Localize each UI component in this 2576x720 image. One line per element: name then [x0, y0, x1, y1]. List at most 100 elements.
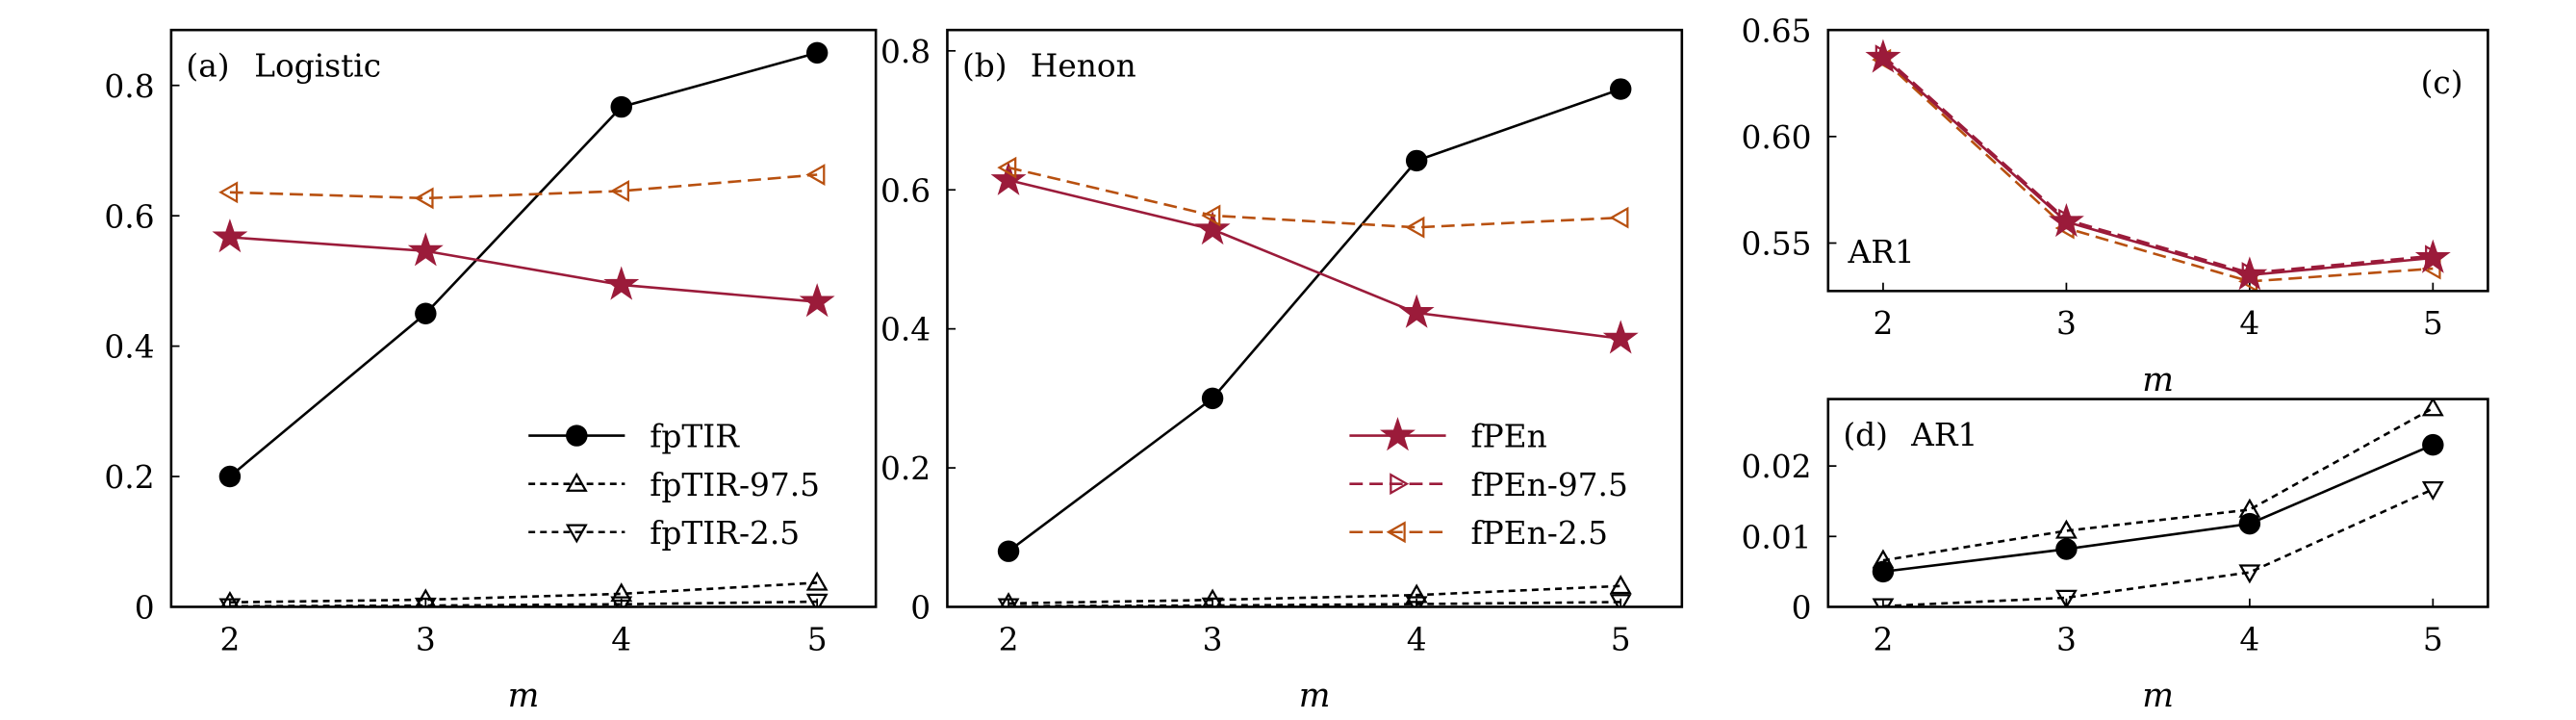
y-tick-label: 0 — [135, 590, 155, 627]
legend-item: fPEn — [1349, 417, 1547, 455]
panel-title: AR1 — [1848, 234, 1915, 270]
legend-item: fPEn-97.5 — [1349, 467, 1628, 503]
legend-label: fpTIR-2.5 — [650, 515, 800, 552]
data-point-fPEn — [990, 161, 1027, 195]
y-tick-label: 0.8 — [104, 68, 154, 105]
y-tick-label: 0.60 — [1742, 119, 1812, 156]
data-point-fpTIR-2.5 — [1872, 598, 1895, 607]
legend-marker — [566, 424, 588, 447]
data-point-fpTIR-97.5 — [610, 582, 633, 603]
y-tick-label: 0.8 — [880, 34, 931, 70]
x-tick-label: 4 — [1407, 621, 1427, 657]
series-line-fPEn-2.5 — [1882, 59, 2434, 283]
data-point-fpTIR-97.5 — [220, 590, 240, 607]
data-point-fpTIR — [610, 95, 632, 118]
legend-label: fPEn-97.5 — [1470, 467, 1627, 503]
data-point-fpTIR-97.5 — [1000, 592, 1017, 607]
data-point-fPEn-2.5 — [414, 187, 434, 210]
data-point-fpTIR-2.5 — [1405, 596, 1428, 607]
series-line-fpTIR — [1007, 88, 1621, 553]
x-tick-label: 5 — [2423, 305, 2443, 342]
y-tick-label: 0.6 — [880, 172, 931, 209]
x-tick-label: 3 — [2056, 305, 2077, 342]
y-tick-label: 0 — [1792, 590, 1812, 627]
data-point-fpTIR — [997, 540, 1020, 562]
series-line-fpTIR-2.5 — [1008, 601, 1621, 607]
data-point-fPEn — [407, 232, 444, 267]
x-tick-label: 4 — [611, 621, 631, 657]
data-point-fpTIR-97.5 — [1609, 575, 1632, 595]
panel-title: Logistic — [254, 48, 381, 85]
series-line-fpTIR-97.5 — [1008, 584, 1621, 605]
data-point-fpTIR-2.5 — [1609, 594, 1632, 607]
y-tick-label: 0 — [910, 590, 931, 627]
legend-item: fpTIR — [528, 419, 740, 455]
data-point-fpTIR-97.5 — [805, 571, 829, 591]
data-point-fpTIR — [1405, 149, 1428, 172]
y-tick-label: 0.02 — [1742, 449, 1812, 485]
y-tick-label: 0.65 — [1742, 13, 1812, 49]
series-group — [1865, 39, 2451, 292]
data-point-fPEn — [1602, 320, 1639, 354]
data-point-fpTIR — [2055, 538, 2078, 560]
axes-frame — [946, 28, 1684, 608]
legend-marker — [1386, 521, 1406, 544]
data-point-fpTIR-97.5 — [2054, 519, 2078, 539]
data-point-fpTIR-97.5 — [1405, 583, 1428, 604]
panel-label: (a) — [186, 48, 229, 85]
data-point-fpTIR — [1201, 387, 1224, 410]
panel-c: 2 3 4 5 0.55 0.60 0.65 m (c) AR1 — [1742, 13, 2489, 399]
data-point-fPEn — [603, 266, 640, 300]
data-point-fPEn — [1194, 210, 1231, 245]
series-line-fPEn-2.5 — [229, 173, 818, 200]
y-tick-label: 0.2 — [880, 450, 931, 487]
data-point-fPEn-2.5 — [1609, 206, 1629, 229]
y-tick-label: 0.4 — [880, 312, 931, 348]
legend-label: fPEn — [1470, 419, 1546, 455]
data-point-fPEn-2.5 — [805, 164, 826, 186]
data-point-fpTIR-97.5 — [2421, 399, 2444, 417]
legend-label: fpTIR-97.5 — [650, 467, 820, 503]
data-point-fpTIR-2.5 — [2054, 589, 2078, 607]
data-point-fPEn-2.5 — [218, 181, 239, 204]
legend-label: fPEn-2.5 — [1470, 515, 1608, 552]
y-tick-label: 0.2 — [104, 459, 154, 496]
axes-frame — [1826, 398, 2489, 608]
legend-item: fpTIR-97.5 — [528, 467, 820, 503]
data-point-fpTIR — [1609, 78, 1632, 100]
data-point-fpTIR — [2238, 512, 2261, 535]
panel-title: Henon — [1031, 48, 1136, 85]
data-point-fpTIR — [218, 465, 242, 488]
y-tick-label: 0.6 — [104, 198, 154, 235]
panel-d: 2 3 4 5 0 0.01 0.02 m (d) AR1 — [1742, 398, 2489, 715]
series-line-fPEn-97.5 — [1882, 54, 2434, 274]
data-point-fPEn — [1865, 39, 1901, 73]
y-tick-label: 0.55 — [1742, 226, 1812, 263]
data-point-fpTIR-97.5 — [1872, 549, 1895, 569]
panel-b: 2 3 4 5 0 0.2 0.4 0.6 0.8 m (b) Henon fPEn fPEn-97.5 f… — [880, 28, 1684, 715]
x-tick-label: 2 — [1874, 305, 1894, 342]
data-point-fpTIR-2.5 — [805, 593, 829, 607]
x-tick-label: 4 — [2239, 621, 2259, 657]
x-tick-label: 4 — [2239, 305, 2259, 342]
x-tick-label: 3 — [416, 621, 436, 657]
legend-item: fPEn-2.5 — [1349, 515, 1608, 552]
x-tick-label: 3 — [2056, 621, 2077, 657]
panel-label: (d) — [1843, 417, 1888, 453]
x-tick-label: 5 — [1611, 621, 1631, 657]
x-axis-label: m — [508, 677, 540, 715]
x-tick-label: 5 — [807, 621, 828, 657]
panel-a: 2 3 4 5 0 0.2 0.4 0.6 0.8 m (a) Logistic fpTIR fpTIR-… — [104, 28, 878, 715]
data-point-fpTIR — [2422, 433, 2444, 456]
data-point-fpTIR-2.5 — [610, 596, 633, 607]
data-point-fpTIR-2.5 — [218, 598, 242, 607]
data-point-fpTIR-97.5 — [2238, 498, 2261, 518]
data-point-fPEn — [2232, 256, 2268, 291]
data-point-fPEn — [1398, 294, 1435, 328]
legend-marker — [565, 524, 588, 544]
x-axis-label: m — [2142, 361, 2174, 399]
x-axis-label: m — [1299, 677, 1331, 715]
series-line-fPEn — [229, 236, 818, 303]
data-point-fPEn-2.5 — [997, 156, 1017, 179]
series-line-fPEn — [1007, 178, 1621, 341]
